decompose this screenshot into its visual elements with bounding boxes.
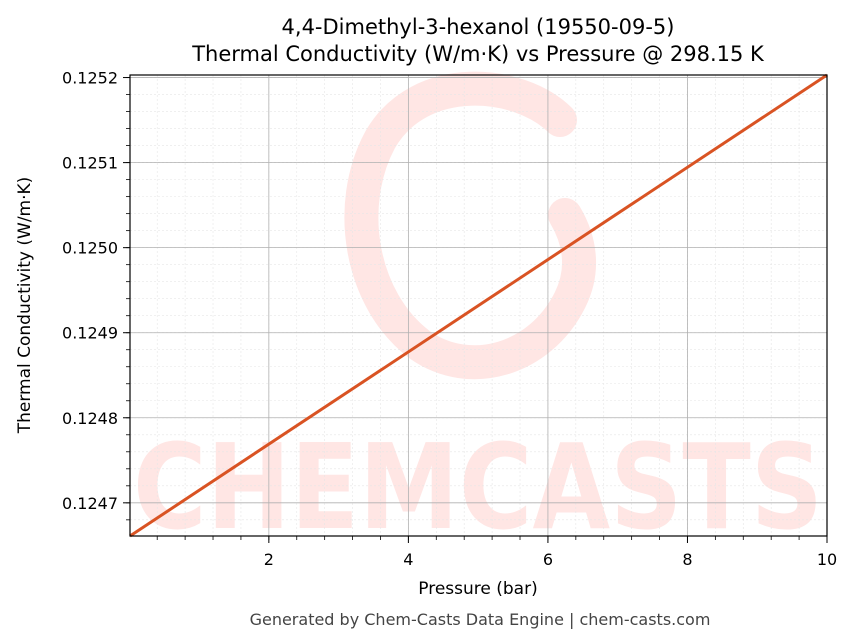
x-tick-label: 2 <box>264 550 274 569</box>
plot-frame <box>129 74 828 537</box>
y-tick-label: 0.1250 <box>62 239 118 258</box>
footer-text: Generated by Chem-Casts Data Engine | ch… <box>250 610 711 629</box>
x-axis-label: Pressure (bar) <box>418 579 537 599</box>
y-tick-label: 0.1249 <box>62 324 118 343</box>
x-tick-label: 10 <box>817 550 837 569</box>
y-tick-label: 0.1251 <box>62 154 118 173</box>
x-tick-labels: 2 4 6 8 10 <box>264 550 837 569</box>
y-tick-label: 0.1252 <box>62 69 118 88</box>
x-tick-label: 8 <box>682 550 692 569</box>
x-tick-label: 6 <box>543 550 553 569</box>
series-line <box>129 73 828 538</box>
axis-ticks <box>123 77 828 543</box>
y-tick-labels: 0.1247 0.1248 0.1249 0.1250 0.1251 0.1252 <box>62 69 118 513</box>
watermark-text: CHEMCASTS <box>133 418 823 556</box>
series-layer <box>129 73 828 538</box>
y-tick-label: 0.1248 <box>62 409 118 428</box>
chart-title: 4,4-Dimethyl-3-hexanol (19550-09-5) <box>282 15 675 39</box>
chart-subtitle: Thermal Conductivity (W/m·K) vs Pressure… <box>191 42 765 66</box>
y-axis-label: Thermal Conductivity (W/m·K) <box>15 177 35 435</box>
major-grid <box>130 75 828 536</box>
y-tick-label: 0.1247 <box>62 494 118 513</box>
x-tick-label: 4 <box>403 550 413 569</box>
